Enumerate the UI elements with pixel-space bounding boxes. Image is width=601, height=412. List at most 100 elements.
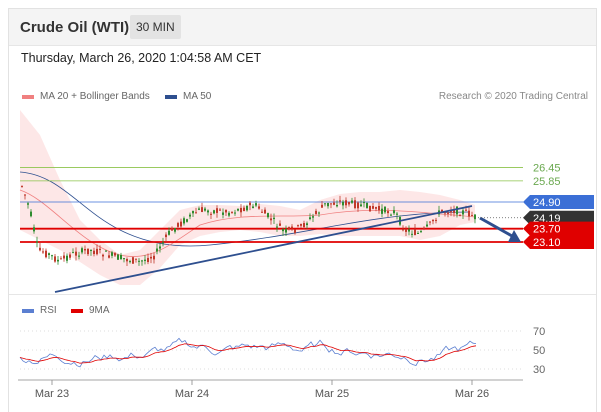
- candle-body: [447, 212, 449, 214]
- candle-body: [279, 223, 281, 226]
- candle-body: [444, 212, 446, 214]
- x-axis-label: Mar 26: [455, 388, 489, 400]
- candle-body: [231, 211, 233, 213]
- candle-body: [423, 227, 425, 229]
- ma20-swatch: [22, 94, 34, 99]
- candle-body: [135, 258, 137, 260]
- candle-body: [297, 225, 299, 227]
- candle-body: [291, 226, 293, 229]
- candle-body: [207, 210, 209, 213]
- candle-body: [171, 228, 173, 231]
- candle-body: [210, 213, 212, 215]
- level-tag-24.90: [523, 195, 594, 209]
- legend-rsi: RSI: [22, 305, 57, 316]
- candle-body: [369, 205, 371, 212]
- candle-body: [108, 255, 110, 258]
- candle-body: [48, 253, 50, 255]
- x-axis-label: Mar 24: [175, 388, 209, 400]
- rsi-tick-label: 70: [533, 326, 545, 338]
- candle-body: [312, 216, 314, 218]
- candle-body: [114, 253, 116, 256]
- candle-body: [432, 219, 434, 222]
- candle-body: [252, 206, 254, 209]
- candle-body: [120, 254, 122, 260]
- level-label-25.85: 25.85: [533, 176, 561, 188]
- candle-body: [405, 229, 407, 232]
- candle-body: [378, 205, 380, 211]
- candle-body: [96, 248, 98, 255]
- legend-label: RSI: [40, 305, 57, 316]
- research-credit: Research © 2020 Trading Central: [438, 91, 588, 102]
- candle-body: [117, 254, 119, 260]
- candle-body: [111, 252, 113, 256]
- candle-body: [138, 260, 140, 262]
- candle-body: [306, 223, 308, 226]
- candle-body: [99, 248, 101, 250]
- candle-body: [168, 230, 170, 235]
- candle-body: [465, 209, 467, 211]
- candle-body: [153, 255, 155, 260]
- candle-body: [318, 212, 320, 214]
- level-label-23.10: 23.10: [533, 237, 561, 249]
- candle-body: [141, 260, 143, 262]
- rsi-9ma-line: [19, 343, 477, 364]
- candle-body: [69, 254, 71, 258]
- candle-body: [285, 228, 287, 233]
- candle-body: [294, 229, 296, 233]
- candle-body: [261, 211, 263, 213]
- forecast-arrow-head: [508, 230, 521, 242]
- candle-body: [342, 201, 344, 206]
- candle-body: [468, 210, 470, 217]
- candle-body: [459, 215, 461, 217]
- candle-body: [57, 259, 59, 262]
- level-tag-23.10: [523, 235, 594, 249]
- candle-body: [201, 207, 203, 212]
- ma9-swatch: [71, 308, 83, 313]
- candle-body: [414, 229, 416, 235]
- legend-ma20-bollinger: MA 20 + Bollinger Bands: [22, 91, 150, 102]
- rsi-swatch: [22, 308, 34, 313]
- candle-body: [303, 223, 305, 228]
- candle-body: [420, 231, 422, 233]
- candle-body: [219, 209, 221, 211]
- support-trendline: [54, 205, 473, 293]
- candle-body: [267, 213, 269, 218]
- candle-body: [129, 261, 131, 263]
- candle-body: [156, 248, 158, 252]
- legend-label: MA 20 + Bollinger Bands: [40, 91, 150, 102]
- candle-body: [288, 227, 290, 229]
- candle-body: [81, 248, 83, 253]
- candle-body: [390, 214, 392, 216]
- candle-body: [249, 202, 251, 206]
- candle-body: [336, 204, 338, 207]
- candle-body: [345, 200, 347, 206]
- candle-body: [474, 214, 476, 220]
- candle-body: [33, 227, 35, 232]
- candle-body: [63, 255, 65, 259]
- rsi-line: [19, 337, 477, 368]
- timeframe-badge[interactable]: 30 MIN: [130, 15, 181, 39]
- level-label-23.70: 23.70: [533, 224, 561, 236]
- candle-body: [240, 207, 242, 213]
- candle-body: [300, 224, 302, 226]
- instrument-title: Crude Oil (WTI): [20, 19, 130, 36]
- candle-body: [177, 223, 179, 227]
- candle-body: [147, 257, 149, 263]
- candle-body: [21, 185, 23, 187]
- candle-body: [360, 204, 362, 207]
- candle-body: [471, 215, 473, 217]
- forecast-arrow: [479, 216, 513, 238]
- candle-body: [144, 259, 146, 261]
- candle-body: [204, 208, 206, 211]
- candle-body: [87, 248, 89, 255]
- x-axis-label: Mar 25: [315, 388, 349, 400]
- candle-body: [393, 210, 395, 214]
- rsi-tick-label: 30: [533, 364, 545, 376]
- candle-body: [42, 251, 44, 253]
- legend-ma50: MA 50: [165, 91, 211, 102]
- candle-body: [411, 233, 413, 235]
- candle-body: [123, 258, 125, 260]
- candle-body: [357, 202, 359, 209]
- candle-body: [408, 229, 410, 232]
